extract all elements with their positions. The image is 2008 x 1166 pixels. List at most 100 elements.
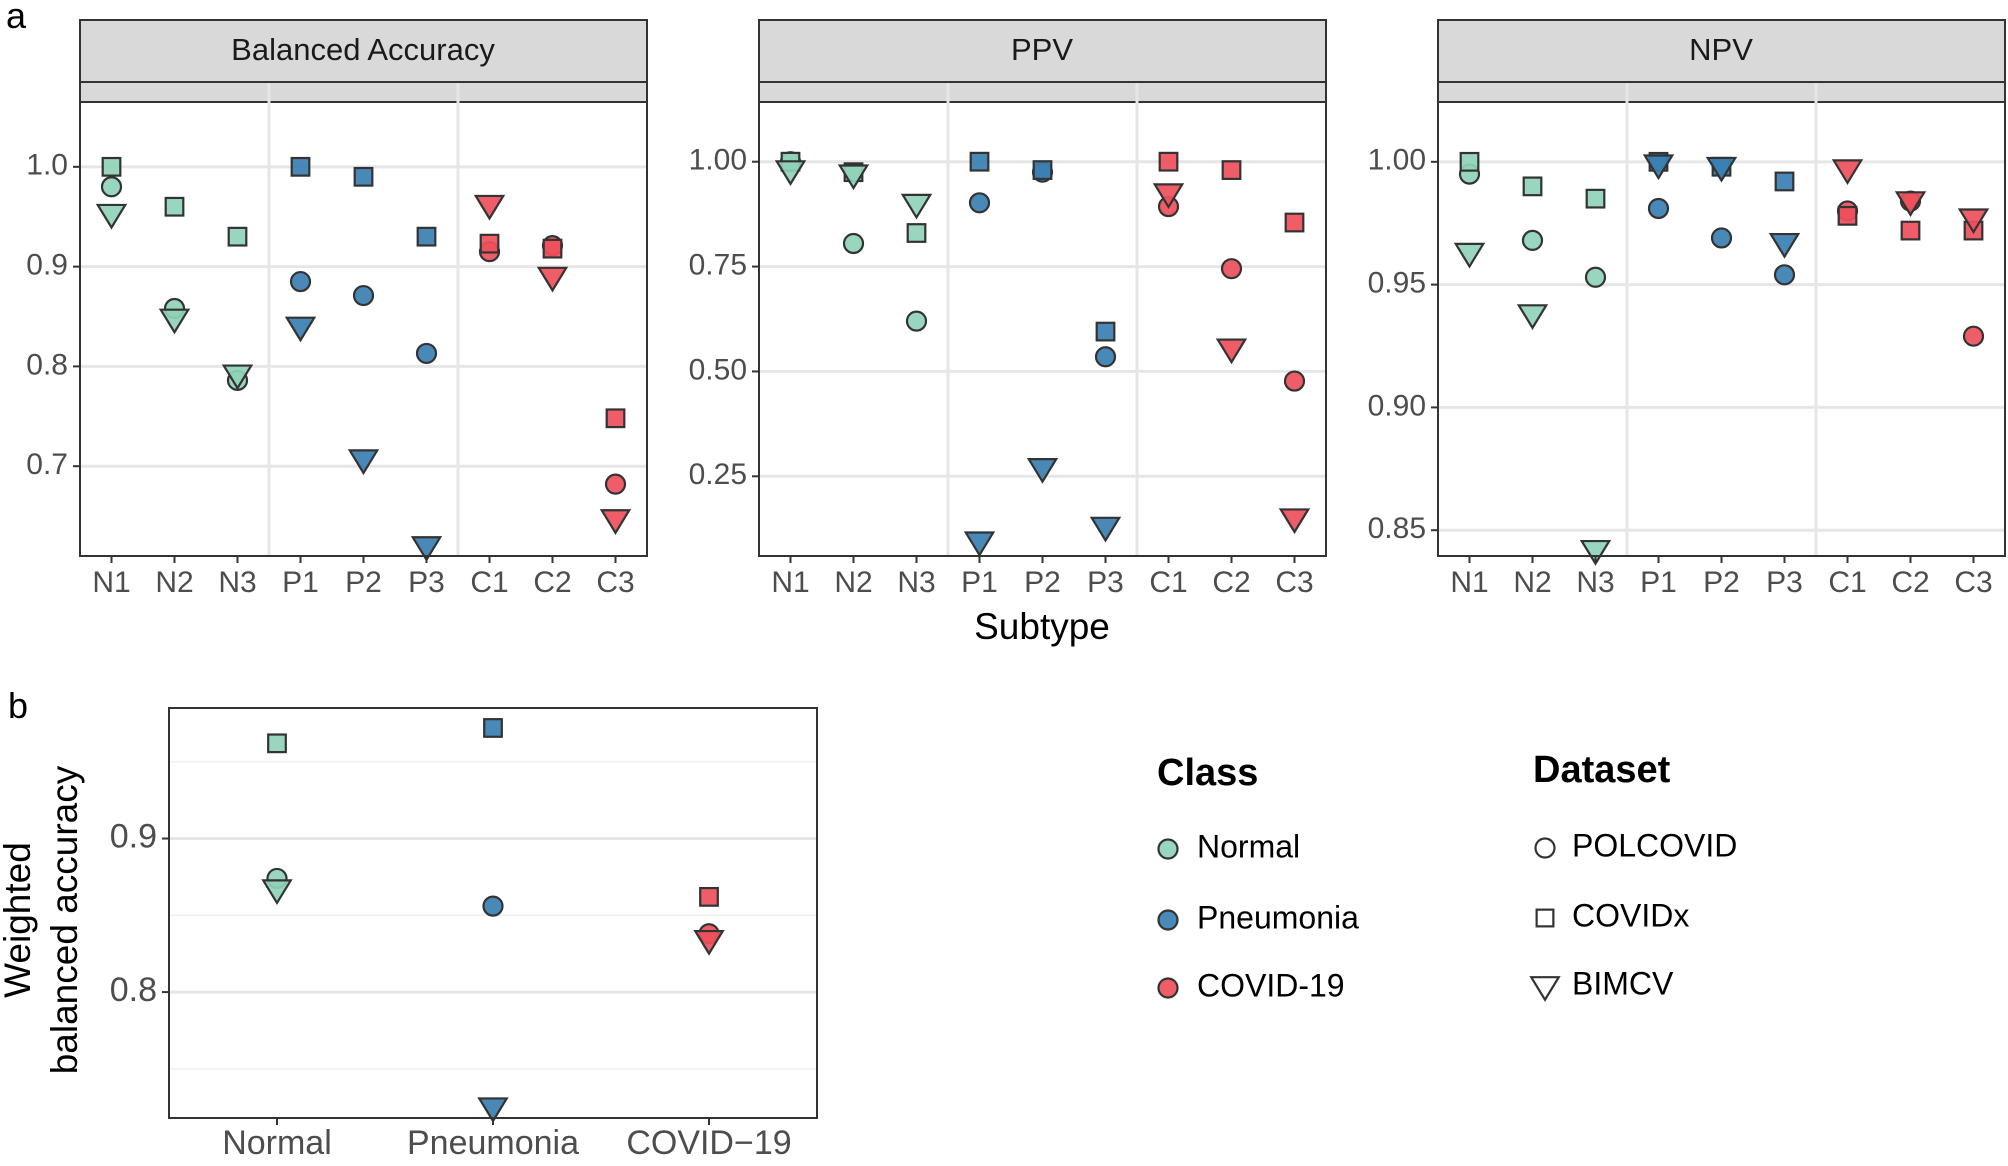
point-npv-p1-polcovid — [1647, 197, 1670, 220]
legend-key-polcovid — [1534, 837, 1556, 859]
point-npv-p2-polcovid — [1710, 227, 1733, 249]
legend-label-polcovid: POLCOVID — [1572, 827, 1737, 863]
point-npv-p3-covidx — [1774, 171, 1795, 192]
legend-label-covidx: COVIDx — [1572, 897, 1689, 933]
point-balanced-accuracy-p3-bimcv — [410, 536, 443, 562]
point-balanced-accuracy-c3-bimcv — [599, 509, 632, 535]
point-ppv-p3-covidx — [1095, 321, 1116, 342]
point-npv-n2-bimcv — [1516, 304, 1549, 330]
point-ppv-n3-bimcv — [900, 193, 933, 220]
legend-key-covid-19 — [1157, 977, 1179, 999]
legend-key-normal — [1157, 838, 1179, 860]
point-weighted-normal-covidx — [267, 733, 287, 754]
y-tick-label-npv: 0.95 — [1368, 267, 1426, 300]
point-ppv-c2-bimcv — [1215, 338, 1248, 365]
x-tick-label-c1: C1 — [1828, 566, 1866, 599]
point-weighted-pneumonia-polcovid — [482, 895, 504, 917]
x-tick-label-n2: N2 — [155, 566, 193, 599]
y-tick-label-npv: 0.85 — [1368, 512, 1426, 545]
panel-b-label: b — [8, 685, 28, 726]
strip-balanced-accuracy — [79, 19, 648, 103]
point-balanced-accuracy-n3-covidx — [227, 226, 248, 247]
point-ppv-c3-polcovid — [1283, 370, 1306, 392]
legend-label-pneumonia: Pneumonia — [1197, 899, 1359, 935]
y-tick-label-weighted: 0.9 — [110, 818, 157, 856]
x-tick-label-pneumonia: Pneumonia — [407, 1124, 579, 1162]
point-balanced-accuracy-c3-polcovid — [604, 473, 627, 495]
point-ppv-n2-polcovid — [842, 232, 865, 255]
weighted-balanced-accuracy-panel: 0.8 0.9 Normal Pneumonia COVID−19 Weighted b… — [0, 707, 818, 1162]
point-ppv-p1-bimcv — [963, 531, 996, 558]
point-balanced-accuracy-n3-bimcv — [221, 364, 254, 391]
point-balanced-accuracy-c2-bimcv — [536, 266, 569, 293]
legend-label-covid-19: COVID-19 — [1197, 967, 1345, 1003]
x-tick-label-c3: C3 — [1275, 566, 1313, 599]
point-npv-n3-bimcv — [1579, 539, 1612, 566]
point-weighted-covid-19-bimcv — [693, 929, 725, 956]
x-tick-label-n1: N1 — [92, 566, 130, 599]
point-balanced-accuracy-p2-polcovid — [352, 284, 375, 307]
strip-ppv — [758, 19, 1327, 103]
strip-npv — [1437, 19, 2006, 103]
point-weighted-covid-19-covidx — [699, 886, 719, 907]
point-balanced-accuracy-n1-covidx — [101, 156, 122, 177]
y-axis-title-line1: Weighted — [0, 842, 38, 998]
y-tick-label-balanced-accuracy: 0.9 — [26, 249, 68, 282]
point-balanced-accuracy-p2-covidx — [353, 166, 374, 187]
point-balanced-accuracy-p1-bimcv — [284, 316, 317, 343]
point-balanced-accuracy-p1-covidx — [290, 156, 311, 177]
point-weighted-normal-bimcv — [261, 879, 293, 906]
point-ppv-p3-bimcv — [1089, 516, 1122, 543]
x-tick-label-p3: P3 — [408, 566, 445, 599]
point-ppv-p3-polcovid — [1094, 346, 1117, 368]
x-tick-label-n3: N3 — [218, 566, 256, 599]
x-tick-label-n1: N1 — [771, 566, 809, 599]
y-tick-label-balanced-accuracy: 0.7 — [26, 448, 68, 481]
point-npv-c2-bimcv — [1894, 191, 1927, 217]
point-npv-n2-polcovid — [1521, 229, 1544, 252]
point-ppv-p2-bimcv — [1026, 458, 1059, 484]
ppv-panel: PPV 0.25 0.50 0.75 1.00 N1 N2 N3 P1 P2 P3 C1 C2 C3 — [689, 19, 1327, 599]
panel-a-label: a — [6, 0, 27, 36]
point-balanced-accuracy-n2-bimcv — [158, 308, 191, 335]
point-balanced-accuracy-c2-covidx — [542, 238, 563, 259]
point-npv-n1-covidx — [1459, 151, 1480, 172]
x-axis-title-subtype: Subtype — [974, 606, 1110, 647]
point-weighted-pneumonia-covidx — [483, 718, 503, 738]
point-npv-p3-polcovid — [1773, 264, 1796, 286]
x-tick-label-p2: P2 — [1024, 566, 1061, 599]
point-balanced-accuracy-p2-bimcv — [347, 449, 380, 476]
ppv-title: PPV — [1011, 32, 1073, 67]
x-tick-label-c2: C2 — [1891, 566, 1929, 599]
point-balanced-accuracy-n1-polcovid — [100, 176, 123, 198]
legend-key-bimcv — [1529, 976, 1561, 1002]
x-tick-label-n2: N2 — [834, 566, 872, 599]
x-tick-label-n3: N3 — [897, 566, 935, 599]
plot-frame — [79, 81, 648, 557]
point-balanced-accuracy-p3-polcovid — [415, 342, 438, 365]
point-balanced-accuracy-p1-polcovid — [289, 270, 312, 293]
legend-key-pneumonia — [1157, 909, 1179, 931]
point-ppv-p2-covidx — [1032, 160, 1053, 180]
point-balanced-accuracy-c1-bimcv — [473, 194, 506, 221]
y-tick-label-ppv: 1.00 — [689, 144, 747, 177]
point-balanced-accuracy-n2-covidx — [164, 196, 185, 217]
point-npv-p1-bimcv — [1642, 154, 1675, 181]
point-ppv-n2-bimcv — [837, 164, 870, 191]
plot-frame — [1437, 81, 2006, 557]
legend-label-bimcv: BIMCV — [1572, 965, 1674, 1001]
point-ppv-c1-covidx — [1158, 151, 1179, 172]
point-ppv-p1-covidx — [969, 151, 990, 172]
point-npv-c1-covidx — [1837, 205, 1858, 226]
x-tick-label-p1: P1 — [1640, 566, 1677, 599]
balanced-accuracy-panel: Balanced Accuracy 0.7 0.8 0.9 1.0 N1 N2 N3 P1 P2… — [26, 19, 648, 599]
point-ppv-c1-bimcv — [1152, 183, 1185, 210]
x-tick-label-c3: C3 — [1954, 566, 1992, 599]
point-ppv-c2-polcovid — [1220, 258, 1243, 280]
plot-frame — [758, 81, 1327, 557]
point-ppv-n3-polcovid — [905, 310, 928, 332]
y-tick-label-ppv: 0.50 — [689, 353, 747, 386]
legend-label-normal: Normal — [1197, 828, 1300, 864]
balanced-accuracy-title: Balanced Accuracy — [231, 32, 495, 67]
point-ppv-n1-bimcv — [774, 160, 807, 186]
